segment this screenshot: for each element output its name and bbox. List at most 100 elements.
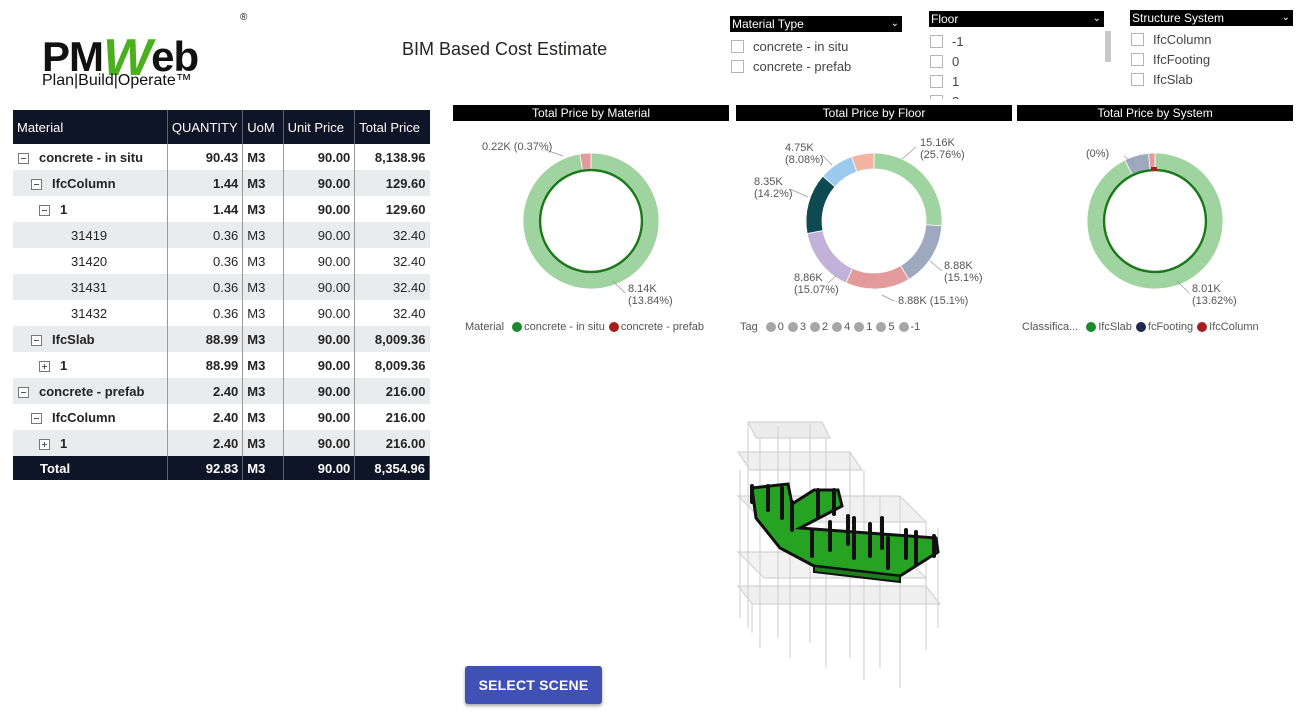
donut-inner-ring — [1102, 168, 1208, 274]
donut-slice[interactable] — [1086, 152, 1224, 290]
legend-label: -1 — [910, 321, 921, 333]
chevron-down-icon[interactable]: ⌄ — [1281, 12, 1290, 23]
select-scene-button[interactable]: SELECT SCENE — [465, 666, 602, 704]
collapse-icon[interactable] — [18, 386, 29, 398]
legend-item[interactable]: 0 — [765, 321, 784, 333]
legend-dot-icon — [854, 322, 865, 332]
total-price-cell: 32.40 — [392, 305, 426, 321]
total-quantity: 92.83 — [167, 456, 244, 480]
collapse-icon[interactable] — [39, 204, 50, 216]
total-uom: M3 — [242, 456, 284, 480]
slicer-option[interactable]: -1 — [930, 31, 1104, 51]
slicer-option[interactable]: 1 — [930, 71, 1104, 91]
data-label-percent: (8.08%) — [785, 154, 824, 166]
table-row: concrete - prefab 2.40 M3 90.00 216.00 — [13, 378, 430, 404]
checkbox[interactable] — [930, 34, 943, 48]
donut-slice[interactable] — [522, 152, 660, 290]
row-label: 1 — [60, 357, 68, 373]
floor-slicer-header[interactable]: Floor ⌄ — [929, 11, 1104, 27]
chart-title: Total Price by System — [1017, 105, 1293, 121]
checkbox[interactable] — [731, 39, 744, 53]
legend-dot-icon — [876, 322, 887, 332]
legend-item[interactable]: concrete - in situ — [512, 321, 605, 333]
column-header-quantity[interactable]: QUANTITY — [167, 110, 244, 144]
checkbox[interactable] — [1131, 32, 1144, 46]
slicer-option[interactable]: concrete - prefab — [731, 56, 902, 76]
legend-item[interactable]: 1 — [854, 321, 872, 333]
legend-item[interactable]: IfcColumn — [1197, 321, 1259, 333]
table-row: concrete - in situ 90.43 M3 90.00 8,138.96 — [13, 144, 430, 170]
collapse-icon[interactable] — [31, 334, 42, 346]
checkbox[interactable] — [930, 54, 943, 68]
slicer-option[interactable]: 0 — [930, 51, 1104, 71]
legend-label: 4 — [844, 321, 851, 333]
legend-item[interactable]: 2 — [810, 321, 828, 333]
row-label: 1 — [60, 201, 68, 217]
legend-item[interactable]: 4 — [832, 321, 850, 333]
data-label-leader — [821, 154, 833, 166]
floor-slicer-scrollbar[interactable] — [1105, 31, 1111, 62]
donut-slice[interactable] — [851, 152, 875, 173]
donut-slice[interactable] — [845, 265, 910, 290]
material-type-slicer-header[interactable]: Material Type ⌄ — [730, 16, 902, 32]
checkbox[interactable] — [1131, 72, 1144, 86]
row-label-cell: 31420 — [13, 248, 168, 274]
row-label-cell: 31432 — [13, 300, 168, 326]
uom-cell: M3 — [242, 300, 284, 326]
collapse-icon[interactable] — [18, 152, 29, 164]
collapse-icon[interactable] — [31, 412, 42, 424]
slicer-option[interactable]: IfcSlab — [1131, 69, 1293, 89]
column-header-total-price[interactable]: Total Price — [354, 110, 430, 144]
donut-slice[interactable] — [1148, 152, 1156, 170]
column-header-uom[interactable]: UoM — [242, 110, 284, 144]
legend-item[interactable]: 5 — [876, 321, 895, 333]
table-row: 31431 0.36 M3 90.00 32.40 — [13, 274, 430, 300]
checkbox[interactable] — [731, 59, 744, 73]
legend-item[interactable]: concrete - prefab — [608, 321, 704, 333]
total-price-cell: 129.60 — [385, 201, 426, 217]
row-label-cell: concrete - in situ — [13, 144, 168, 170]
checkbox[interactable] — [1131, 52, 1144, 66]
slicer-option[interactable]: IfcFooting — [1131, 49, 1293, 69]
donut-slice[interactable] — [873, 152, 943, 227]
column-header-material[interactable]: Material — [13, 110, 168, 144]
chevron-down-icon[interactable]: ⌄ — [1092, 13, 1101, 24]
chevron-down-icon[interactable]: ⌄ — [890, 18, 899, 29]
data-label-percent: (13.84%) — [628, 295, 673, 307]
legend-item[interactable]: IfcSlab — [1086, 321, 1132, 333]
quantity-cell: 90.43 — [167, 144, 244, 170]
slicer-option[interactable]: concrete - in situ — [731, 36, 902, 56]
row-label: 1 — [60, 435, 68, 451]
legend-item[interactable]: 3 — [787, 321, 806, 333]
data-label: 8.88K (15.1%) — [898, 295, 968, 307]
legend-title: Tag — [740, 321, 758, 333]
bim-3d-model-view[interactable] — [730, 418, 950, 698]
expand-icon[interactable] — [39, 438, 50, 450]
data-label: 15.16K — [920, 137, 956, 149]
chart-title: Total Price by Material — [453, 105, 729, 121]
slicer-option[interactable]: 2 — [930, 91, 1104, 99]
legend-item[interactable]: fcFooting — [1135, 321, 1193, 333]
table-row: 1 2.40 M3 90.00 216.00 — [13, 430, 430, 456]
expand-icon[interactable] — [39, 360, 50, 372]
structure-system-slicer-header[interactable]: Structure System ⌄ — [1130, 10, 1293, 26]
legend-item[interactable]: -1 — [898, 321, 921, 333]
total-price-cell: 8,009.36 — [374, 357, 426, 373]
column-header-unit-price[interactable]: Unit Price — [283, 110, 356, 144]
table-row: 31419 0.36 M3 90.00 32.40 — [13, 222, 430, 248]
donut-chart-floor: 15.16K(25.76%) 8.88K(15.1%) 8.88K (15.1%) 8… — [754, 137, 983, 307]
table-row: IfcSlab 88.99 M3 90.00 8,009.36 — [13, 326, 430, 352]
checkbox[interactable] — [930, 74, 943, 88]
collapse-icon[interactable] — [31, 178, 42, 190]
material-type-slicer: Material Type ⌄ concrete - in situ concre… — [730, 16, 902, 76]
uom-cell: M3 — [242, 144, 284, 170]
floor-slicer: Floor⌄ -1 0 1 2 — [929, 11, 1104, 99]
table-row: 31432 0.36 M3 90.00 32.40 — [13, 300, 430, 326]
checkbox[interactable] — [930, 94, 943, 99]
uom-cell: M3 — [242, 170, 284, 196]
donut-slice[interactable] — [805, 175, 836, 234]
slicer-option[interactable]: IfcColumn — [1131, 29, 1293, 49]
small-slice-marker — [1151, 167, 1157, 171]
table-row: IfcColumn 2.40 M3 90.00 216.00 — [13, 404, 430, 430]
donut-slice[interactable] — [900, 224, 943, 280]
